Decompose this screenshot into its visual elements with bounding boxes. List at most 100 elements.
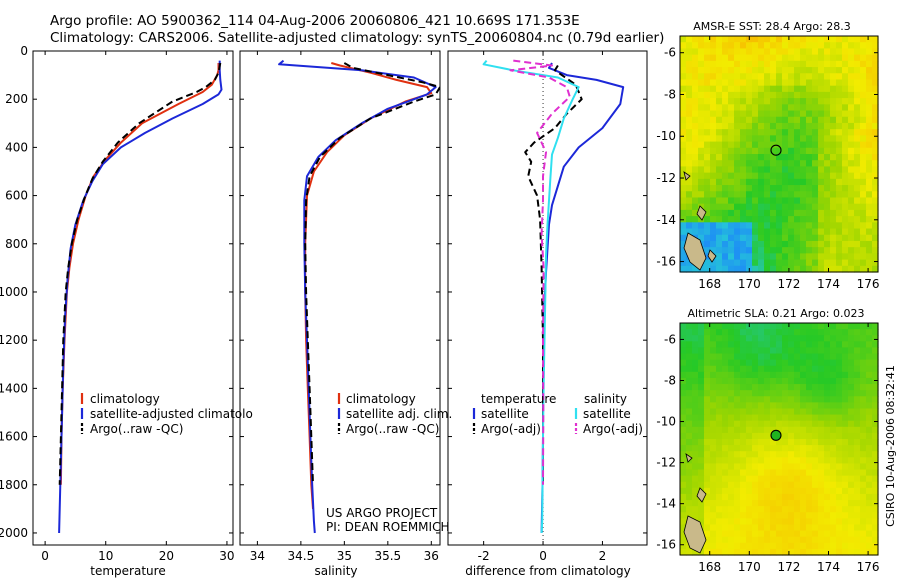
map-cell xyxy=(794,160,801,168)
map-cell xyxy=(764,185,771,192)
map-cell xyxy=(848,253,855,261)
map-cell xyxy=(818,420,825,428)
map-cell xyxy=(740,240,747,248)
map-cell xyxy=(782,463,789,471)
map-cell xyxy=(716,42,723,50)
map-cell xyxy=(842,524,849,532)
map-cell xyxy=(812,548,819,556)
map-cell xyxy=(806,259,813,267)
map-cell xyxy=(866,530,873,538)
map-cell xyxy=(872,147,879,155)
map-cell xyxy=(818,469,825,477)
map-cell xyxy=(686,384,693,391)
map-cell xyxy=(788,116,795,124)
map-cell xyxy=(734,129,741,136)
map-cell xyxy=(710,426,717,434)
map-cell xyxy=(716,154,723,161)
map-cell xyxy=(692,54,699,62)
map-cell xyxy=(812,178,819,186)
map-cell xyxy=(734,414,741,422)
map-cell xyxy=(710,191,717,199)
map-cell xyxy=(764,191,771,199)
map-cell xyxy=(704,518,711,526)
map-cell xyxy=(842,432,849,440)
map-cell xyxy=(830,197,837,205)
map-cell xyxy=(872,197,879,205)
map-cell xyxy=(860,154,867,161)
map-cell xyxy=(716,542,723,550)
map-cell xyxy=(836,341,843,349)
y-tick-label: 600 xyxy=(5,189,28,203)
map-cell xyxy=(860,371,867,379)
map-cell xyxy=(872,384,879,391)
map-cell xyxy=(800,384,807,391)
map-cell xyxy=(794,178,801,186)
map-cell xyxy=(734,426,741,434)
map-cell xyxy=(752,185,759,192)
map-cell xyxy=(872,347,879,355)
map-cell xyxy=(722,185,729,192)
map-cell xyxy=(758,469,765,477)
map-cell xyxy=(818,48,825,56)
map-cell xyxy=(842,135,849,143)
map-cell xyxy=(788,79,795,87)
map-cell xyxy=(704,54,711,62)
map-cell xyxy=(854,85,861,93)
map-cell xyxy=(872,536,879,544)
map-cell xyxy=(746,54,753,62)
map-cell xyxy=(848,110,855,118)
map-cell xyxy=(818,512,825,519)
map-cell xyxy=(860,542,867,550)
map-cell xyxy=(710,469,717,477)
map-cell xyxy=(692,209,699,217)
map-cell xyxy=(692,487,699,495)
map-cell xyxy=(710,371,717,379)
map-cell xyxy=(734,48,741,56)
map-cell xyxy=(686,91,693,99)
map-cell xyxy=(842,371,849,379)
map-cell xyxy=(752,73,759,81)
map-cell xyxy=(764,365,771,373)
map-cell xyxy=(872,420,879,428)
map-cell xyxy=(794,500,801,507)
map-cell xyxy=(764,475,771,483)
map-cell xyxy=(788,414,795,422)
map-cell xyxy=(728,147,735,155)
map-cell xyxy=(692,166,699,174)
map-cell xyxy=(794,234,801,242)
map-cell xyxy=(680,160,687,168)
map-cell xyxy=(794,265,801,273)
map-cell xyxy=(746,457,753,465)
map-cell xyxy=(704,445,711,452)
map-cell xyxy=(794,481,801,489)
map-cell xyxy=(740,154,747,161)
map-cell xyxy=(722,542,729,550)
map-cell xyxy=(842,240,849,248)
map-cell xyxy=(734,191,741,199)
map-cell xyxy=(836,265,843,273)
map-cell xyxy=(764,172,771,180)
map-cell xyxy=(752,172,759,180)
map-cell xyxy=(782,518,789,526)
map-cell xyxy=(788,222,795,230)
map-cell xyxy=(782,457,789,465)
map-cell xyxy=(716,445,723,452)
map-cell xyxy=(692,197,699,205)
map-cell xyxy=(770,524,777,532)
map-cell xyxy=(794,240,801,248)
map-cell xyxy=(704,414,711,422)
map-cell xyxy=(872,487,879,495)
map-cell xyxy=(740,60,747,68)
map-cell xyxy=(830,396,837,403)
map-cell xyxy=(800,481,807,489)
map-cell xyxy=(776,209,783,217)
map-cell xyxy=(746,500,753,507)
map-cell xyxy=(698,234,705,242)
map-cell xyxy=(818,259,825,267)
map-cell xyxy=(866,347,873,355)
map-cell xyxy=(842,359,849,367)
map-cell xyxy=(800,160,807,168)
map-cell xyxy=(740,91,747,99)
map-cell xyxy=(716,487,723,495)
map-cell xyxy=(722,135,729,143)
